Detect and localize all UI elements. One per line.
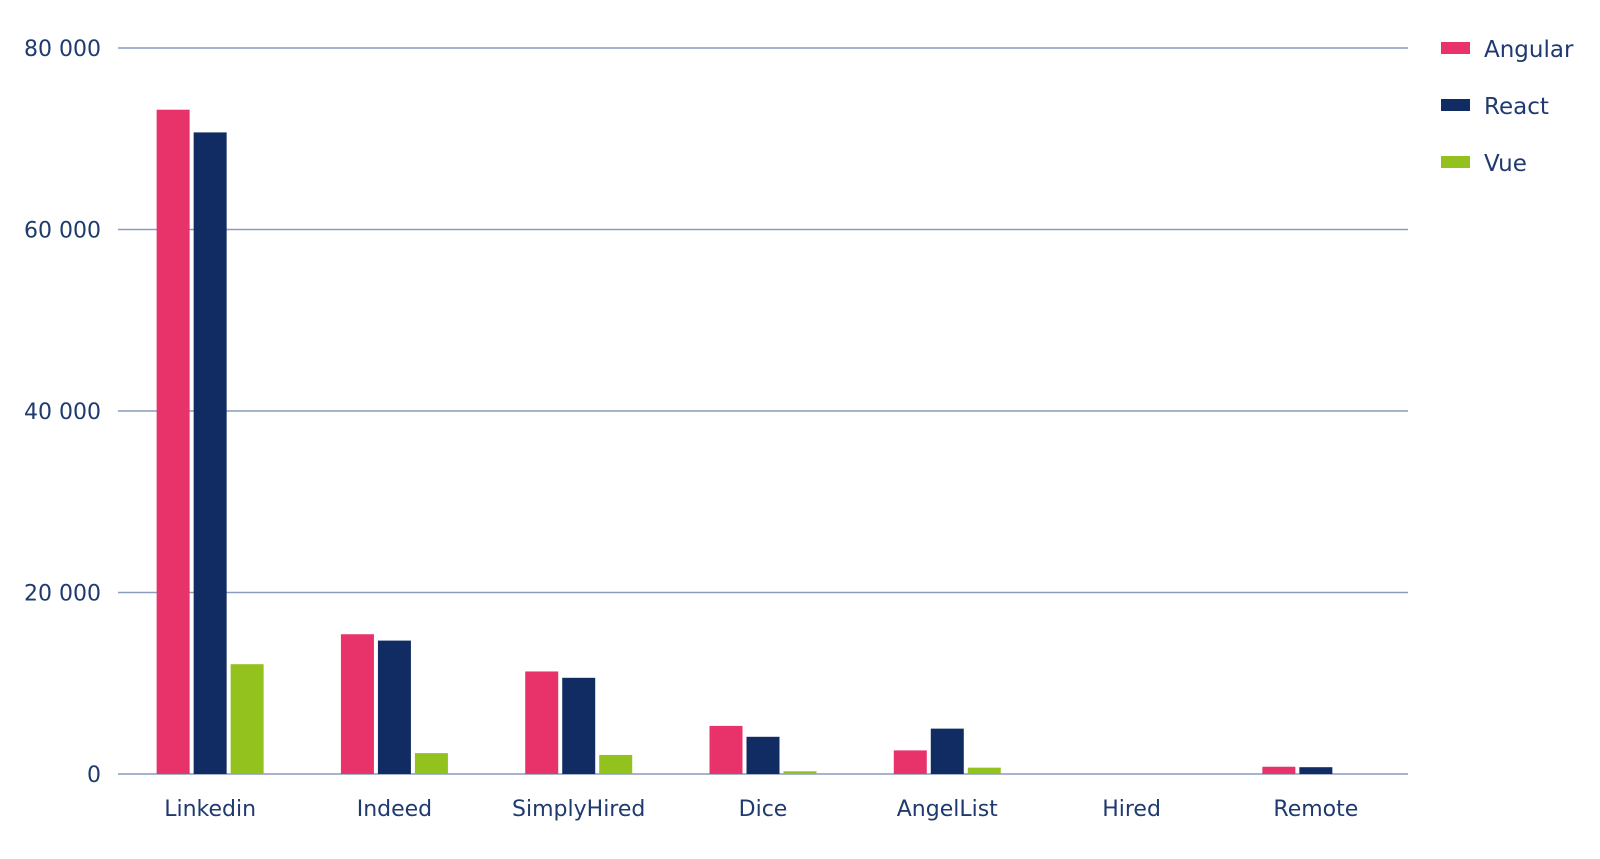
legend-item-vue: Vue bbox=[1441, 151, 1527, 177]
y-tick-label: 40 000 bbox=[24, 400, 101, 425]
legend-item-react: React bbox=[1441, 94, 1549, 120]
bar-vue-dice bbox=[783, 771, 817, 774]
bar-vue-linkedin bbox=[230, 664, 264, 774]
bar-vue-simplyhired bbox=[599, 754, 633, 774]
bar-angular-remote bbox=[1262, 766, 1296, 774]
legend-swatch bbox=[1441, 99, 1470, 111]
bar-angular-indeed bbox=[340, 634, 374, 774]
x-axis-category-labels: Linkedin Indeed SimplyHired Dice AngelList Hi… bbox=[164, 797, 1358, 822]
legend-label: React bbox=[1484, 94, 1549, 120]
legend-swatch bbox=[1441, 42, 1470, 54]
bar-angular-linkedin bbox=[156, 109, 190, 774]
x-category-label: Indeed bbox=[357, 797, 432, 822]
x-category-label: Remote bbox=[1273, 797, 1358, 822]
bar-react-dice bbox=[746, 736, 780, 774]
x-category-label: Hired bbox=[1102, 797, 1161, 822]
legend-label: Angular bbox=[1484, 37, 1574, 63]
bar-angular-angellist bbox=[893, 750, 927, 774]
x-category-label: Dice bbox=[739, 797, 788, 822]
legend-swatch bbox=[1441, 156, 1470, 168]
legend-label: Vue bbox=[1484, 151, 1527, 177]
legend: Angular React Vue bbox=[1441, 37, 1574, 177]
bar-react-indeed bbox=[377, 640, 411, 774]
y-axis-tick-labels: 0 20 000 40 000 60 000 80 000 bbox=[24, 37, 101, 788]
legend-item-angular: Angular bbox=[1441, 37, 1574, 63]
y-tick-label: 60 000 bbox=[24, 219, 101, 244]
bar-react-linkedin bbox=[193, 132, 227, 774]
bar-react-remote bbox=[1299, 767, 1333, 774]
y-tick-label: 80 000 bbox=[24, 37, 101, 62]
bar-react-simplyhired bbox=[562, 677, 596, 774]
bar-vue-indeed bbox=[414, 753, 448, 774]
bar-vue-angellist bbox=[967, 767, 1001, 774]
x-category-label: AngelList bbox=[897, 797, 998, 822]
bar-angular-simplyhired bbox=[525, 671, 559, 774]
y-tick-label: 0 bbox=[87, 763, 101, 788]
bars bbox=[156, 109, 1333, 774]
x-category-label: Linkedin bbox=[164, 797, 256, 822]
bar-react-angellist bbox=[930, 728, 964, 774]
x-category-label: SimplyHired bbox=[512, 797, 645, 822]
y-tick-label: 20 000 bbox=[24, 582, 101, 607]
grid bbox=[118, 47, 1408, 775]
bar-angular-dice bbox=[709, 725, 743, 774]
